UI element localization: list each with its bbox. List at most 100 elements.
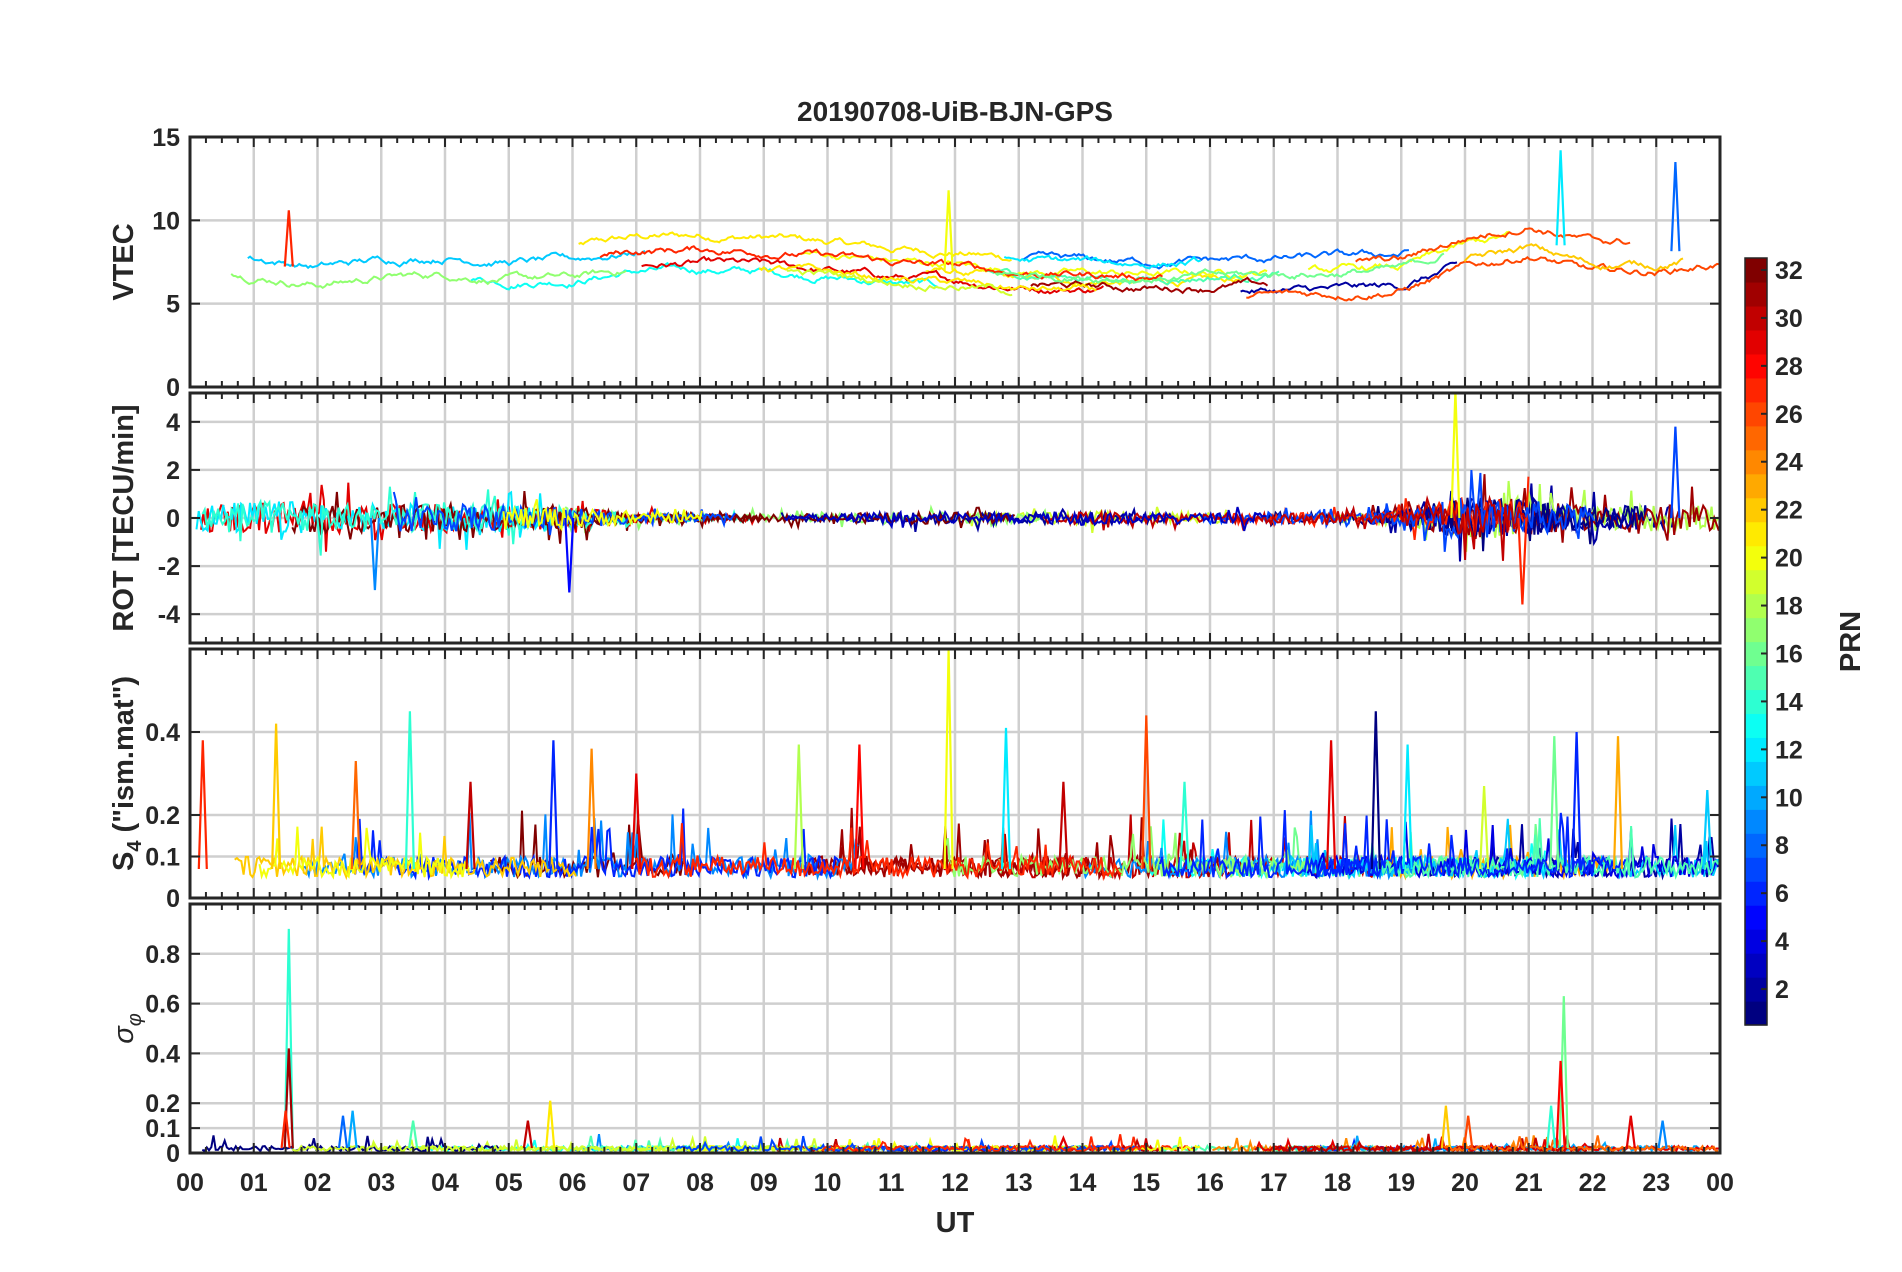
colorbar-tick-label: 12 (1775, 736, 1803, 764)
series-line-prn (1274, 1133, 1588, 1153)
colorbar-tick-label: 2 (1775, 976, 1789, 1004)
colorbar-segment (1745, 377, 1767, 403)
colorbar-segment (1745, 881, 1767, 906)
spike-mark (404, 711, 415, 870)
spike-mark (1555, 1060, 1566, 1149)
spike-mark (1179, 781, 1190, 870)
spike-mark (350, 760, 361, 870)
series-line-prn (578, 231, 1012, 262)
x-tick-label: 23 (1642, 1169, 1670, 1197)
spike-mark (369, 517, 380, 591)
y-tick-label: 0 (166, 505, 180, 533)
colorbar-tick-label: 10 (1775, 784, 1803, 812)
x-tick-label: 13 (1005, 1169, 1033, 1197)
colorbar-tick-label: 6 (1775, 880, 1789, 908)
y-axis-label-vtec: VTEC (108, 223, 140, 300)
colorbar-segment (1745, 689, 1767, 715)
x-tick-label: 22 (1579, 1169, 1607, 1197)
panel-rot: -4 -2 0 2 4 ROT [TECU/min] (108, 391, 1722, 645)
colorbar-segment (1745, 737, 1767, 762)
colorbar-segment (1745, 665, 1767, 691)
series-line-prn (1158, 810, 1382, 880)
y-tick-label: 2 (166, 457, 180, 485)
spike-mark (1479, 785, 1490, 870)
panel-rot-traces (195, 393, 1720, 605)
spike-mark (793, 744, 804, 870)
colorbar-segment (1745, 545, 1767, 571)
spike-mark (943, 649, 954, 870)
colorbar-segment (1745, 857, 1767, 882)
y-tick-label: 4 (166, 409, 180, 437)
y-tick-label: 0.4 (145, 1040, 180, 1068)
spike-mark (1440, 1105, 1451, 1149)
y-tick-label: -4 (158, 601, 180, 629)
y-axis-label-rot: ROT [TECU/min] (108, 404, 140, 631)
x-axis: 00 01 02 03 04 05 06 07 08 09 10 11 12 13 14 15 16 17 18 19… (176, 1169, 1734, 1197)
spike-mark (1670, 426, 1681, 519)
spike-mark (1549, 736, 1560, 870)
spike-mark (337, 1115, 349, 1149)
colorbar-segment (1745, 569, 1767, 595)
spike-mark (548, 740, 559, 870)
spike-mark (522, 1120, 533, 1149)
series-line-prn (786, 268, 1013, 297)
y-tick-label: -2 (158, 553, 180, 581)
panel-s4-traces (197, 649, 1720, 882)
colorbar-segment (1745, 497, 1767, 523)
x-tick-label: 17 (1260, 1169, 1288, 1197)
panel-vtec: 0 5 10 15 VTEC (108, 124, 1722, 402)
panel-s4: 0 0.1 0.2 0.4S4 ("ism.mat") (108, 647, 1722, 913)
y-tick-label: 15 (152, 124, 180, 152)
y-axis-label-sigma_phi: σφ (108, 1013, 146, 1044)
series-line-prn (247, 250, 646, 270)
series-line-prn (634, 823, 1122, 882)
panel-sigma_phi: 00.10.2 0.4 0.6 0.8 σφ (108, 902, 1722, 1168)
series-line-prn (783, 506, 1267, 532)
colorbar-segment (1745, 977, 1767, 1002)
colorbar-segment (1745, 329, 1767, 355)
colorbar-tick-label: 30 (1775, 305, 1803, 333)
spike-mark (283, 210, 294, 267)
colorbar-tick-label: 4 (1775, 928, 1789, 956)
spike-mark (1058, 1135, 1069, 1149)
y-tick-label: 0 (166, 374, 180, 402)
chart-title: 20190708-UiB-BJN-GPS (797, 96, 1113, 127)
series-line-prn (201, 1135, 502, 1153)
y-tick-label: 0.8 (145, 941, 180, 969)
y-tick-label: 0.1 (145, 1115, 180, 1143)
series-line-prn (470, 261, 938, 291)
colorbar-segment (1745, 521, 1767, 547)
spike-mark (1546, 1105, 1557, 1149)
spike-mark (1141, 715, 1152, 870)
spike-mark (1625, 1115, 1636, 1149)
y-tick-label: 0.2 (145, 802, 180, 830)
colorbar-segment (1745, 593, 1767, 619)
spike-mark (586, 748, 597, 870)
spike-mark (280, 1110, 291, 1149)
colorbar-segment (1745, 641, 1767, 667)
x-tick-label: 02 (304, 1169, 332, 1197)
colorbar-frame (1744, 257, 1768, 1026)
spike-mark (1517, 517, 1528, 605)
x-tick-label: 19 (1387, 1169, 1415, 1197)
series-line-prn (1003, 254, 1202, 270)
colorbar-tick-label: 28 (1775, 353, 1803, 381)
y-axis-label-s4: S4 ("ism.mat") (108, 676, 146, 871)
x-tick-label: 20 (1451, 1169, 1479, 1197)
spike-mark (545, 1100, 556, 1149)
colorbar-segment (1745, 713, 1767, 738)
x-tick-label: 11 (878, 1169, 905, 1197)
x-tick-label: 07 (622, 1169, 650, 1197)
colorbar-tick-label: 16 (1775, 640, 1803, 668)
x-tick-label: 14 (1069, 1169, 1097, 1197)
spike-mark (197, 740, 208, 870)
colorbar-segment (1745, 953, 1767, 978)
x-tick-label: 00 (1706, 1169, 1734, 1197)
spike-mark (1702, 790, 1713, 870)
panel-vtec-traces (230, 150, 1720, 302)
colorbar-tick-label: 22 (1775, 497, 1803, 525)
spike-mark (1450, 393, 1461, 519)
spike-mark (1555, 150, 1566, 246)
colorbar-tick-label: 20 (1775, 545, 1803, 573)
